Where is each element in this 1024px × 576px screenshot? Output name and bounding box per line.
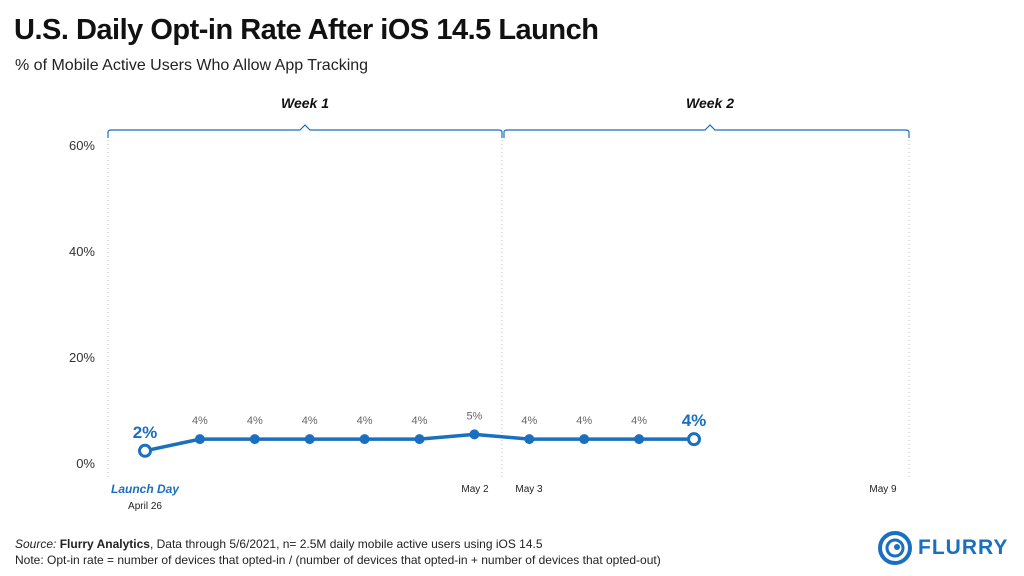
week-bracket [107, 124, 503, 138]
source-name: Flurry Analytics [59, 537, 150, 551]
data-label: 4% [521, 415, 537, 427]
x-tick-label: May 9 [869, 484, 897, 495]
y-tick-label: 40% [69, 244, 95, 259]
data-label: 4% [357, 415, 373, 427]
data-point [634, 434, 645, 445]
data-point [304, 434, 315, 445]
y-tick-label: 0% [76, 456, 95, 471]
flurry-logo: FLURRY [878, 531, 1008, 565]
data-label: 4% [192, 415, 208, 427]
source-label: Source: [15, 537, 60, 551]
data-point [249, 434, 260, 445]
week-bracket [503, 124, 910, 138]
data-label: 4% [302, 415, 318, 427]
data-point [138, 443, 152, 458]
y-tick-label: 60% [69, 138, 95, 153]
week-label: Week 2 [686, 95, 734, 111]
data-point [359, 434, 370, 445]
x-tick-label-launch-date: April 26 [128, 501, 162, 512]
x-tick-label: May 3 [515, 484, 543, 495]
week-label: Week 1 [281, 95, 329, 111]
data-point [687, 432, 701, 447]
data-label: 4% [247, 415, 263, 427]
data-point [194, 434, 205, 445]
data-point [524, 434, 535, 445]
data-point [414, 434, 425, 445]
data-label: 4% [576, 415, 592, 427]
x-tick-label-launch: Launch Day [111, 482, 180, 496]
source-text: , Data through 5/6/2021, n= 2.5M daily m… [149, 537, 543, 551]
source-line: Source: Flurry Analytics, Data through 5… [15, 537, 543, 551]
chart-title: U.S. Daily Opt-in Rate After iOS 14.5 La… [14, 14, 599, 46]
chart-subtitle: % of Mobile Active Users Who Allow App T… [15, 57, 369, 74]
x-tick-label: May 2 [461, 484, 489, 495]
data-label: 4% [682, 411, 707, 430]
data-label: 5% [466, 410, 482, 422]
data-point [579, 434, 590, 445]
flurry-logo-icon [878, 531, 912, 565]
y-tick-label: 20% [69, 350, 95, 365]
data-point [469, 429, 480, 440]
data-label: 2% [133, 423, 158, 442]
data-label: 4% [412, 415, 428, 427]
flurry-logo-text: FLURRY [918, 536, 1009, 559]
note: Note: Opt-in rate = number of devices th… [15, 553, 661, 567]
data-label: 4% [631, 415, 647, 427]
